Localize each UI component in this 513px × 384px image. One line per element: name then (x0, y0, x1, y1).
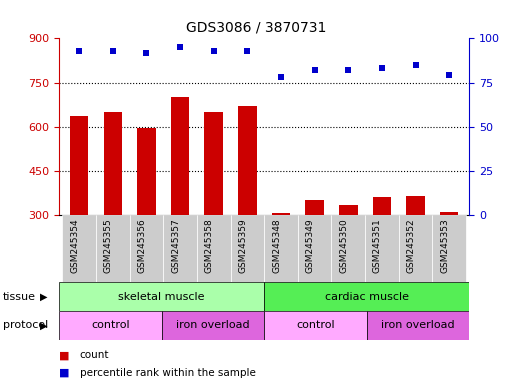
Point (243, 48, 251, 54)
Text: GSM245357: GSM245357 (171, 218, 180, 273)
Bar (264, 311, 367, 340)
Text: cardiac muscle: cardiac muscle (325, 291, 409, 302)
Text: ▶: ▶ (40, 291, 48, 302)
Point (176, 44, 184, 50)
Bar (272, 213, 290, 215)
Bar (339, 205, 358, 215)
Text: GSM245356: GSM245356 (137, 218, 146, 273)
Point (445, 73, 453, 79)
Text: ■: ■ (59, 368, 69, 378)
Bar (137, 128, 156, 215)
Bar (163, 215, 197, 282)
Bar (298, 215, 331, 282)
Bar (331, 215, 365, 282)
Text: ▶: ▶ (40, 320, 48, 331)
Bar (367, 311, 469, 340)
Bar (70, 116, 88, 215)
Bar (440, 212, 459, 215)
Text: tissue: tissue (3, 291, 35, 302)
Bar (230, 215, 264, 282)
Text: GSM245352: GSM245352 (407, 218, 416, 273)
Text: GSM245355: GSM245355 (104, 218, 113, 273)
Bar (104, 112, 122, 215)
Text: GSM245351: GSM245351 (373, 218, 382, 273)
Point (277, 74, 285, 80)
Point (411, 62, 420, 68)
Bar (238, 106, 256, 215)
Point (142, 50, 150, 56)
Bar (197, 215, 230, 282)
Text: skeletal muscle: skeletal muscle (119, 291, 205, 302)
Point (75, 48, 83, 54)
Text: control: control (91, 320, 130, 331)
Text: count: count (80, 350, 109, 360)
Text: GSM245354: GSM245354 (70, 218, 79, 273)
Text: GDS3086 / 3870731: GDS3086 / 3870731 (186, 21, 327, 35)
Text: GSM245353: GSM245353 (440, 218, 449, 273)
Point (310, 67, 319, 73)
Text: GSM245350: GSM245350 (339, 218, 348, 273)
Text: iron overload: iron overload (176, 320, 250, 331)
Bar (406, 196, 425, 215)
Bar (264, 282, 469, 311)
Text: percentile rank within the sample: percentile rank within the sample (80, 368, 255, 378)
Bar (63, 215, 96, 282)
Bar (305, 200, 324, 215)
Text: control: control (296, 320, 335, 331)
Point (344, 67, 352, 73)
Bar (432, 215, 466, 282)
Bar (162, 311, 264, 340)
Text: iron overload: iron overload (381, 320, 455, 331)
Bar (96, 215, 130, 282)
Text: GSM245348: GSM245348 (272, 218, 281, 273)
Bar (171, 97, 189, 215)
Bar (365, 215, 399, 282)
Point (378, 65, 386, 71)
Bar (264, 215, 298, 282)
Point (109, 48, 117, 54)
Text: ■: ■ (59, 350, 69, 360)
Bar (130, 215, 163, 282)
Bar (59, 311, 162, 340)
Bar (399, 215, 432, 282)
Point (210, 48, 218, 54)
Text: GSM245349: GSM245349 (306, 218, 314, 273)
Text: GSM245358: GSM245358 (205, 218, 214, 273)
Bar (59, 282, 264, 311)
Text: protocol: protocol (3, 320, 48, 331)
Bar (205, 112, 223, 215)
Bar (372, 197, 391, 215)
Text: GSM245359: GSM245359 (239, 218, 247, 273)
